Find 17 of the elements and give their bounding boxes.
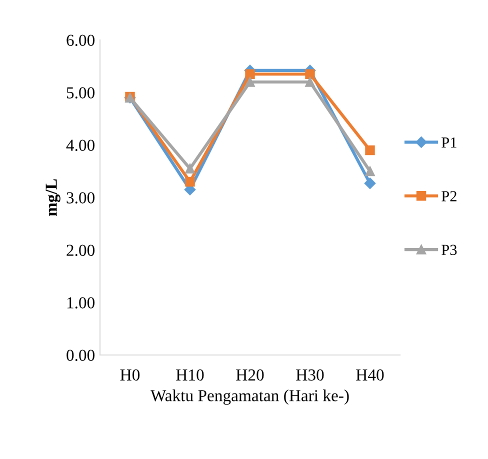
legend-label: P1 [442, 137, 456, 148]
x-tick-label: H40 [356, 369, 384, 381]
x-tick-label: H30 [296, 369, 324, 381]
y-axis-title: mg/L [46, 179, 60, 216]
y-tick-label: 3.00 [66, 192, 95, 204]
legend-label: P2 [442, 191, 456, 202]
x-tick-label: H10 [176, 369, 204, 381]
y-tick-label: 1.00 [67, 297, 95, 309]
x-tick-label: H20 [236, 369, 264, 381]
x-tick-label: H0 [120, 369, 140, 381]
y-tick-label: 2.00 [66, 244, 95, 256]
y-tick-label: 0.00 [66, 350, 95, 362]
x-axis-title: Waktu Pengamatan (Hari ke-) [150, 390, 349, 405]
y-tick-label: 5.00 [66, 87, 95, 99]
y-tick-label: 4.00 [66, 140, 95, 152]
y-tick-label: 6.00 [66, 34, 95, 46]
legend-label: P3 [442, 244, 457, 256]
